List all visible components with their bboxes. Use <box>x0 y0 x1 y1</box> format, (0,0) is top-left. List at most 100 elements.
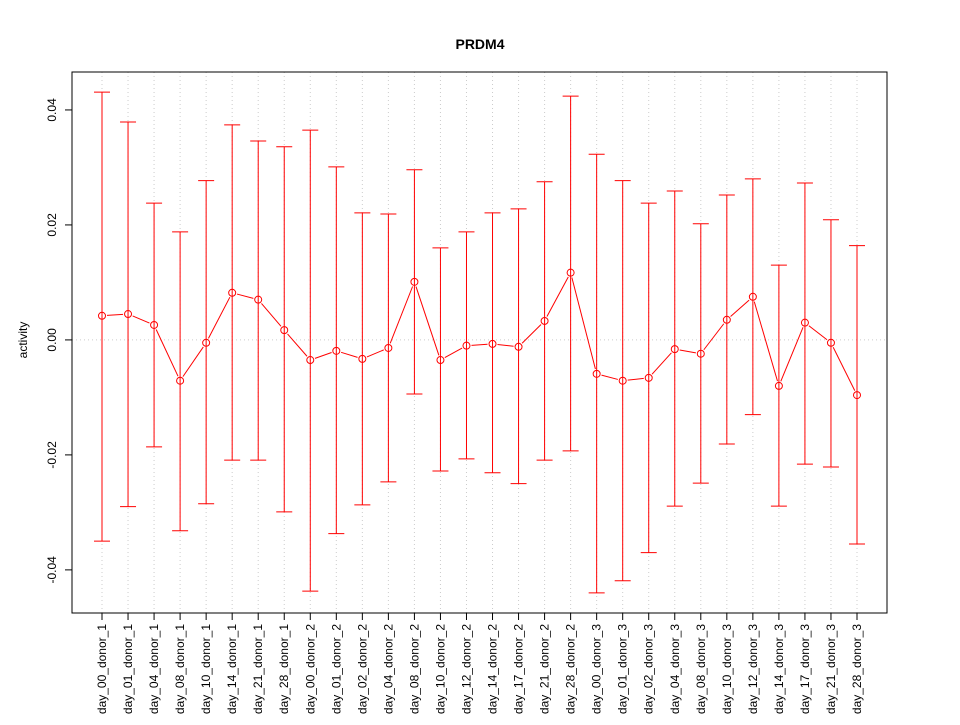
data-point <box>358 354 367 363</box>
x-tick-label: day_00_donor_1 <box>95 624 109 714</box>
data-point <box>644 373 653 382</box>
data-point <box>540 316 549 325</box>
data-point <box>853 391 861 400</box>
x-tick-label: day_12_donor_3 <box>746 624 760 714</box>
series-line-segment <box>753 301 778 382</box>
y-tick-label: -0.04 <box>45 556 59 584</box>
series-line-segment <box>208 296 231 339</box>
x-tick-label: day_10_donor_1 <box>199 624 213 714</box>
data-point <box>202 338 211 347</box>
x-tick-label: day_28_donor_2 <box>564 624 578 714</box>
plot-frame <box>71 71 888 614</box>
data-point <box>826 338 835 347</box>
x-tick-label: day_12_donor_2 <box>459 624 473 714</box>
x-tick-label: day_01_donor_3 <box>616 624 630 714</box>
data-point <box>228 288 237 297</box>
x-tick-label: day_00_donor_3 <box>590 624 604 714</box>
series-line-segment <box>521 324 542 344</box>
series-line-segment <box>182 346 204 377</box>
data-point <box>722 315 731 324</box>
data-point <box>150 320 159 329</box>
x-tick-label: day_28_donor_3 <box>850 624 864 714</box>
series-line-segment <box>389 286 414 344</box>
series-line-segment <box>471 343 488 346</box>
data-point <box>306 356 315 365</box>
data-point <box>254 295 263 304</box>
series-line-segment <box>780 327 804 382</box>
data-point <box>566 268 575 277</box>
x-tick-label: day_17_donor_2 <box>512 624 526 714</box>
x-tick-label: day_08_donor_1 <box>173 624 187 714</box>
x-tick-label: day_10_donor_3 <box>720 624 734 714</box>
x-tick-label: day_10_donor_2 <box>433 624 447 714</box>
series-line-segment <box>832 347 856 391</box>
series-line-segment <box>703 323 725 351</box>
series-line-segment <box>314 352 332 359</box>
series-line-segment <box>546 276 569 317</box>
x-tick-label: day_21_donor_2 <box>538 624 552 714</box>
series-line-segment <box>497 343 514 347</box>
series-line-segment <box>106 313 124 316</box>
x-tick-label: day_02_donor_3 <box>642 624 656 714</box>
data-point <box>800 318 809 327</box>
data-point <box>488 339 497 348</box>
x-tick-label: day_21_donor_3 <box>824 624 838 714</box>
series-line-segment <box>730 299 750 317</box>
data-point <box>462 341 471 350</box>
y-tick-label: 0.04 <box>45 98 59 122</box>
series-line-segment <box>261 303 282 327</box>
x-tick-label: day_04_donor_1 <box>147 624 161 714</box>
data-point <box>124 310 133 319</box>
x-tick-label: day_08_donor_3 <box>694 624 708 714</box>
chart-title: PRDM4 <box>455 36 504 52</box>
series-line-segment <box>808 325 828 341</box>
series-line-segment <box>571 277 596 370</box>
series-line-segment <box>444 347 463 359</box>
x-tick-label: day_08_donor_2 <box>407 624 421 714</box>
data-point <box>280 326 289 335</box>
series-line-segment <box>601 374 618 380</box>
series-line-segment <box>132 315 150 324</box>
x-tick-label: day_14_donor_3 <box>772 624 786 714</box>
x-tick-label: day_28_donor_1 <box>277 624 291 714</box>
data-point <box>98 311 106 320</box>
data-point <box>410 277 419 286</box>
x-tick-label: day_04_donor_2 <box>381 624 395 714</box>
series-line-segment <box>287 333 308 357</box>
y-axis-label: activity <box>16 322 30 359</box>
x-tick-label: day_17_donor_3 <box>798 624 812 714</box>
data-point <box>176 376 185 385</box>
series-line-segment <box>627 377 644 381</box>
series-line-segment <box>366 349 384 358</box>
x-axis: day_00_donor_1 day_01_donor_1 day_04_donor… <box>95 612 864 714</box>
data-point <box>436 356 445 365</box>
series-line-segment <box>155 329 179 377</box>
data-point <box>384 343 393 352</box>
error-bars <box>94 91 865 594</box>
x-tick-label: day_04_donor_3 <box>668 624 682 714</box>
x-tick-label: day_01_donor_2 <box>329 624 343 714</box>
y-tick-label: 0.00 <box>45 328 59 352</box>
y-tick-label: -0.02 <box>45 441 59 469</box>
data-point <box>670 345 679 354</box>
x-tick-label: day_00_donor_2 <box>303 624 317 714</box>
data-point <box>618 376 627 385</box>
series-line-segment <box>340 351 358 358</box>
series <box>98 268 861 400</box>
x-tick-label: day_14_donor_1 <box>225 624 239 714</box>
y-axis: -0.04 -0.02 0.00 0.02 0.04 <box>45 98 73 584</box>
data-point <box>514 342 523 351</box>
series-line-segment <box>236 293 254 299</box>
x-tick-label: day_01_donor_1 <box>121 624 135 714</box>
data-point <box>332 346 341 355</box>
data-point <box>774 381 783 390</box>
x-tick-label: day_14_donor_2 <box>486 624 500 714</box>
series-line-segment <box>651 352 672 375</box>
x-tick-label: day_02_donor_2 <box>355 624 369 714</box>
series-line-segment <box>415 286 440 356</box>
data-point <box>748 292 757 301</box>
grid <box>72 72 887 613</box>
x-tick-label: day_21_donor_1 <box>251 624 265 714</box>
data-point <box>592 369 601 378</box>
